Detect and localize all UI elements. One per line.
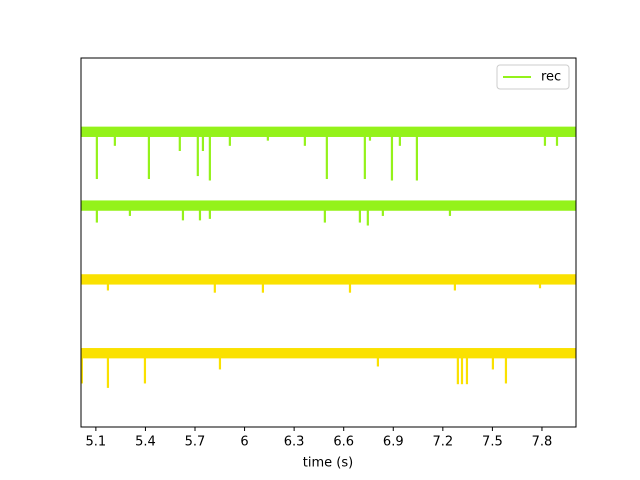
noise-band (81, 274, 576, 285)
trace (81, 200, 576, 226)
noise-band (81, 200, 576, 211)
x-tick-label: 7.2 (432, 435, 453, 450)
noise-band (81, 126, 576, 137)
legend-label: rec (541, 70, 561, 85)
plot-frame (80, 57, 577, 428)
trace (81, 126, 576, 181)
x-tick-label: 5.7 (185, 435, 206, 450)
x-tick-label: 5.4 (135, 435, 156, 450)
x-axis-label: time (s) (303, 456, 353, 471)
x-tick-label: 6 (240, 435, 248, 450)
trace (80, 348, 576, 388)
x-tick-label: 7.5 (482, 435, 503, 450)
x-tick-label: 6.9 (383, 435, 404, 450)
x-tick-label: 7.8 (532, 435, 553, 450)
trace (81, 274, 576, 293)
x-tick-label: 6.6 (333, 435, 354, 450)
x-tick-label: 6.3 (284, 435, 305, 450)
noise-band (81, 348, 576, 359)
legend-box (496, 64, 570, 90)
x-tick-label: 5.1 (86, 435, 107, 450)
